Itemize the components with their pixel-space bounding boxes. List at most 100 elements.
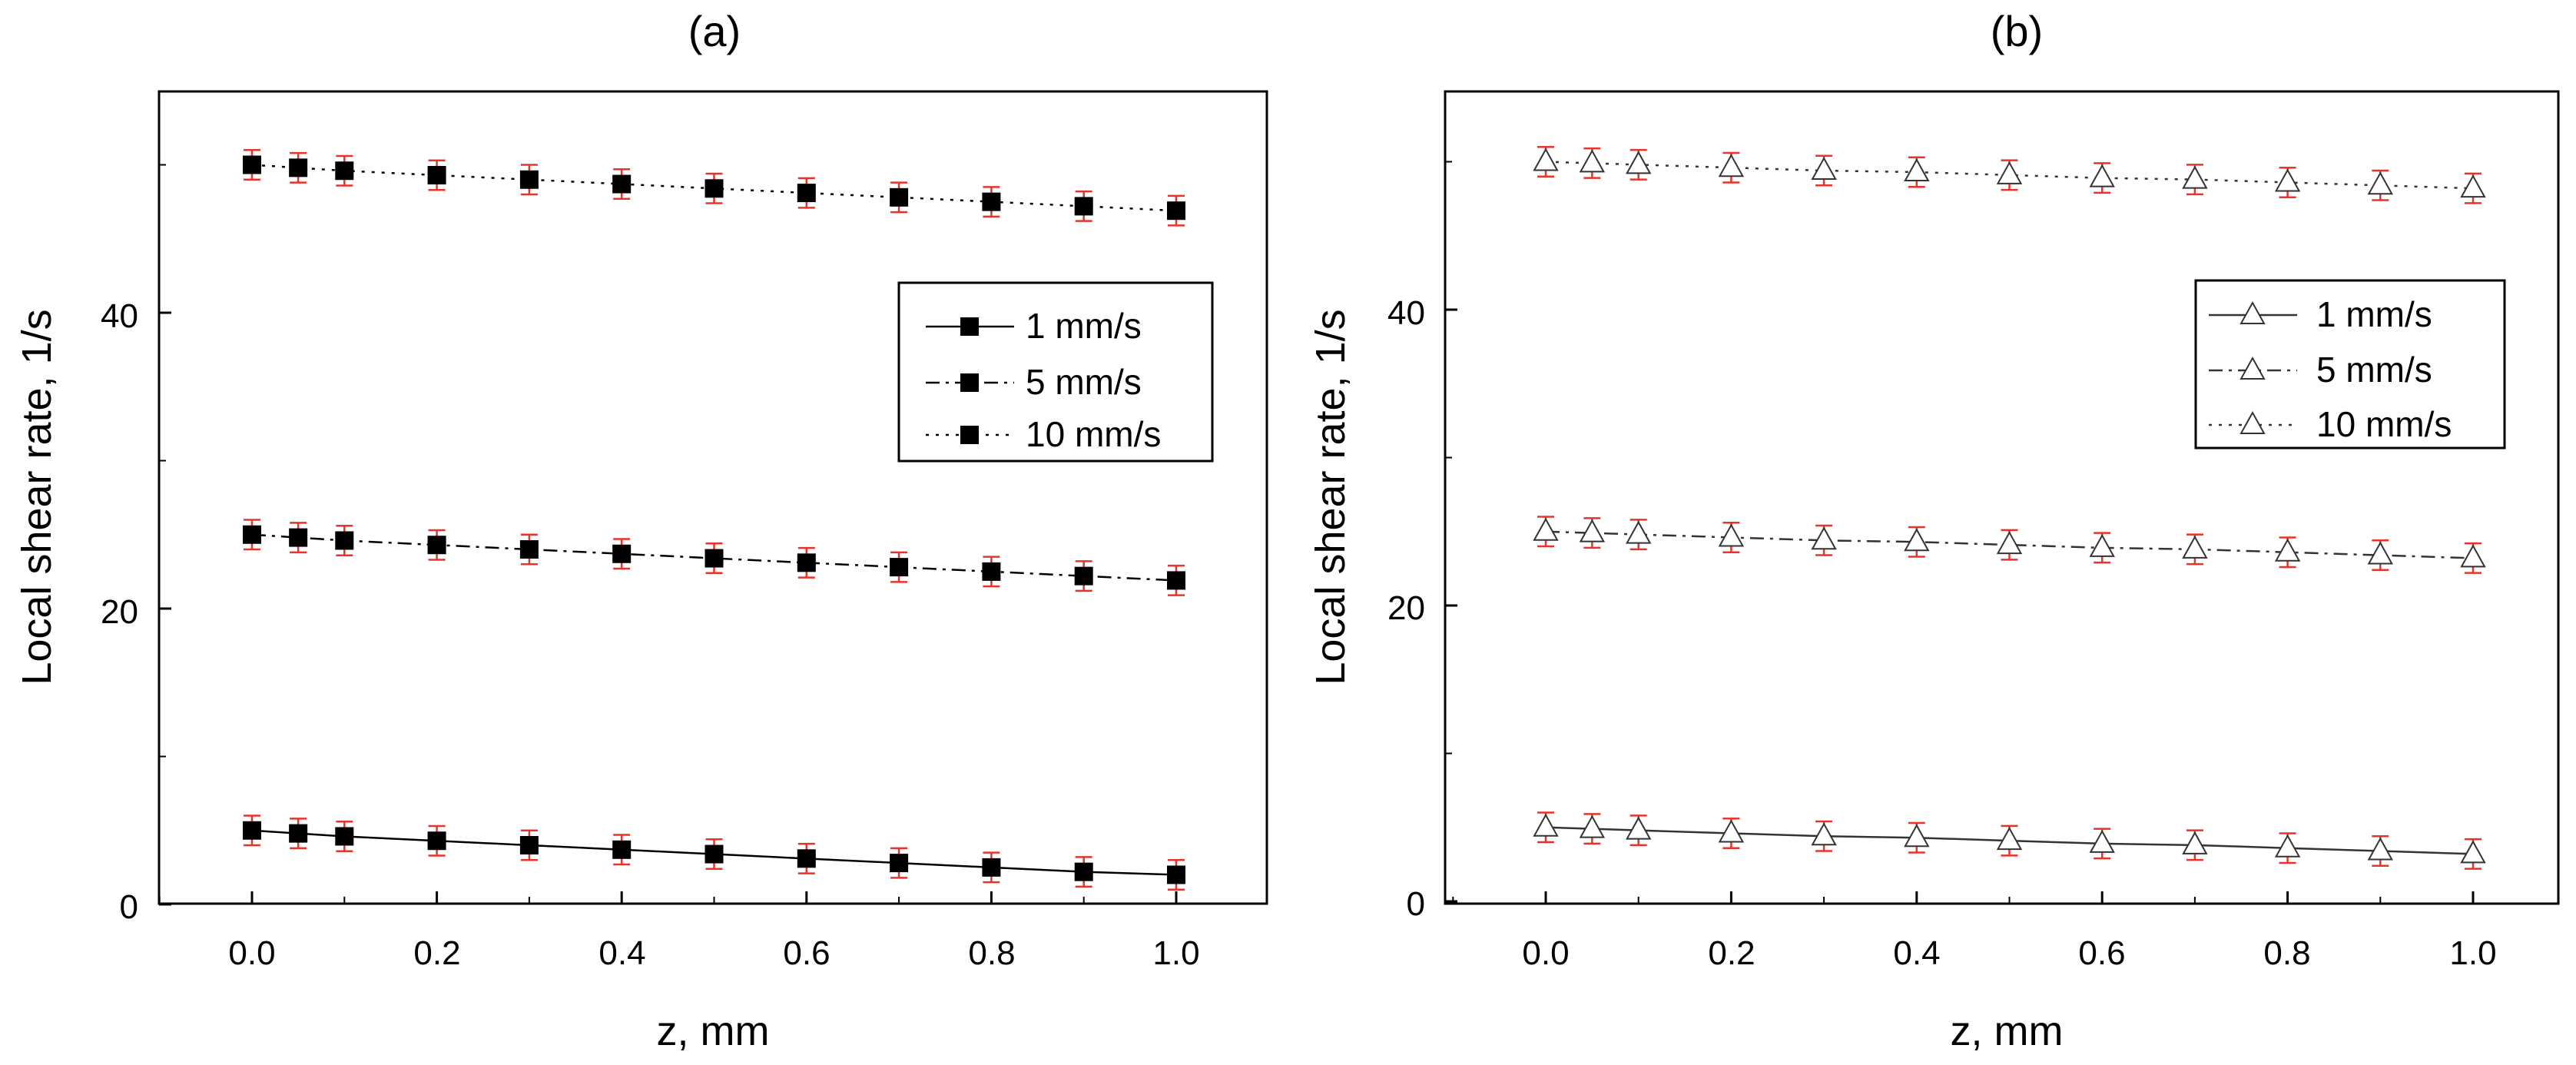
- panel-b-data-point: [2182, 165, 2208, 189]
- panel-b-data-point: [2089, 164, 2115, 187]
- panel-b-data-point: [2460, 544, 2486, 568]
- panel-a-y-tick-label: 20: [101, 593, 138, 631]
- panel-b-x-tick-label: 0.0: [1522, 934, 1569, 972]
- panel-a-data-point: [1074, 862, 1093, 881]
- panel-a-x-axis-title: z, mm: [657, 1008, 770, 1054]
- panel-b-x-tick-label: 0.6: [2078, 934, 2125, 972]
- panel-b-data-point: [1533, 813, 1559, 837]
- panel-b-legend-sample-3: [2209, 410, 2297, 434]
- panel-a-data-point: [243, 525, 261, 544]
- panel-b-y-axis-title: Local shear rate, 1/s: [1308, 309, 1354, 685]
- panel-b-data-point: [1811, 156, 1837, 181]
- panel-a-chart: (a) 0 20 40 0.0 0.2 0.4 0.6 0.8 1.0 z, m…: [14, 7, 1268, 1054]
- panel-b-data-point: [1904, 528, 1930, 552]
- panel-a-data: [158, 149, 1185, 906]
- panel-b-series-3: [1533, 146, 2486, 204]
- panel-b-legend-sample-1: [2209, 300, 2297, 324]
- panel-a-data-point: [982, 858, 1001, 877]
- panel-a-legend-label-1: 1 mm/s: [1026, 306, 1142, 346]
- panel-b-data-point: [1579, 519, 1606, 542]
- panel-b-data-point: [2182, 535, 2208, 559]
- panel-b-data-point: [2367, 837, 2393, 861]
- panel-b-data-point: [1996, 827, 2023, 851]
- panel-a-data-point: [612, 174, 632, 194]
- panel-a-x-tick-label: 0.0: [228, 934, 275, 972]
- panel-a-data-point: [1167, 571, 1185, 590]
- panel-a-legend: 1 mm/s 5 mm/s 10 mm/s: [897, 281, 1214, 463]
- panel-b-legend-label-2: 5 mm/s: [2316, 350, 2432, 390]
- panel-b-data-point: [1626, 151, 1652, 174]
- panel-b-data-point: [1996, 161, 2023, 184]
- panel-b-series-1: [1533, 811, 2486, 870]
- panel-a-data-point: [335, 531, 354, 550]
- panel-b-data-point: [2089, 829, 2115, 853]
- panel-a-data-point: [519, 170, 539, 189]
- panel-b-data-point: [2274, 168, 2301, 192]
- panel-b-legend-marker: [2239, 410, 2266, 434]
- panel-b-data: [1445, 146, 2486, 904]
- panel-b-legend-box: [2194, 279, 2506, 450]
- panel-a-data-point: [612, 544, 632, 563]
- panel-a-data-point: [1074, 566, 1093, 586]
- panel-a-data-point: [335, 161, 354, 181]
- panel-b-x-axis-title: z, mm: [1951, 1008, 2064, 1054]
- panel-a-series-2: [243, 519, 1185, 596]
- panel-b-legend-sample-2: [2209, 356, 2297, 380]
- panel-b-legend-marker: [2239, 300, 2266, 324]
- panel-a-data-point: [797, 849, 816, 868]
- panel-a-legend-marker: [960, 426, 979, 444]
- panel-a-data-point: [243, 155, 261, 174]
- panel-b-label: (b): [1991, 7, 2043, 55]
- panel-b-data-point: [2367, 171, 2393, 195]
- panel-b-series-line: [1545, 530, 2474, 559]
- panel-a-data-point: [705, 549, 724, 568]
- panel-b-data-point: [1904, 158, 1930, 181]
- panel-b-x-tick-label: 0.4: [1893, 934, 1940, 972]
- panel-a-x-tick-label: 0.4: [598, 934, 645, 972]
- panel-b-data-point: [1579, 815, 1606, 838]
- panel-a-data-point: [335, 827, 354, 846]
- panel-b-data-point: [1626, 816, 1652, 840]
- panel-a-legend-box: [897, 281, 1214, 463]
- panel-b-data-point: [2367, 541, 2393, 565]
- panel-a-data-point: [1074, 197, 1093, 216]
- panel-b-tick-marks: [1445, 161, 2475, 904]
- panel-a-data-point: [519, 540, 539, 559]
- panel-a-data-point: [243, 821, 261, 840]
- panel-a-y-tick-label: 40: [101, 297, 138, 335]
- panel-b-data-point: [1996, 531, 2023, 555]
- panel-a-data-point: [797, 553, 816, 572]
- panel-a-data-point: [797, 184, 816, 203]
- panel-b-data-point: [1811, 822, 1837, 846]
- panel-a-legend-sample-2: [926, 373, 1014, 392]
- panel-a-data-point: [519, 836, 539, 854]
- panel-b-legend-label-3: 10 mm/s: [2316, 404, 2452, 444]
- panel-b-y-tick-label: 40: [1387, 294, 1425, 332]
- panel-a-data-point: [289, 158, 308, 178]
- panel-a-data-point: [427, 831, 446, 851]
- panel-b-y-ticks: 0 20 40: [1387, 294, 1425, 923]
- panel-a-data-point: [1167, 201, 1185, 221]
- panel-a-label: (a): [688, 7, 741, 55]
- panel-b-data-point: [1904, 824, 1930, 848]
- panel-b-legend: 1 mm/s 5 mm/s 10 mm/s: [2194, 279, 2506, 450]
- panel-a-data-point: [289, 528, 308, 547]
- panel-b-chart: (b) 0 20 40 0.0 0.2 0.4 0.6 0.8 1.0 z, m…: [1308, 7, 2560, 1054]
- panel-a-series-line: [251, 533, 1177, 582]
- panel-b-plot-frame: [1444, 90, 2560, 905]
- panel-a-series-1: [243, 815, 1185, 891]
- panel-b-series-2: [1533, 516, 2486, 574]
- panel-a-data-point: [427, 536, 446, 555]
- panel-b-data-point: [1579, 149, 1606, 173]
- panel-a-data-point: [890, 187, 909, 207]
- panel-a-data-point: [612, 840, 632, 859]
- panel-b-data-point: [2460, 840, 2486, 864]
- panel-b-data-point: [1626, 520, 1652, 544]
- panel-a-y-axis-title: Local shear rate, 1/s: [14, 309, 60, 685]
- panel-b-data-point: [2089, 533, 2115, 557]
- panel-a-data-point: [982, 192, 1001, 211]
- panel-b-x-tick-label: 0.8: [2263, 934, 2310, 972]
- panel-a-data-point: [982, 562, 1001, 581]
- panel-a-legend-marker: [960, 373, 979, 392]
- panel-a-data-point: [890, 558, 909, 577]
